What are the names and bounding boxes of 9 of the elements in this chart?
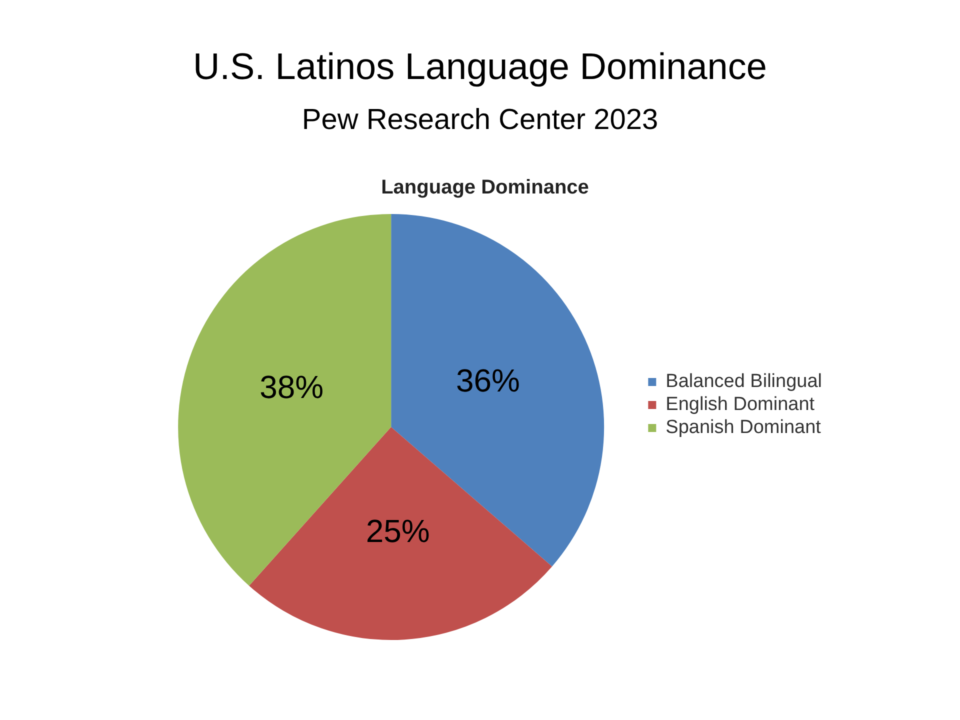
text: U.S. Latinos Language Dominance [192,46,768,88]
chart-title: Language Dominance [381,176,589,199]
legend-label: Balanced Bilingual [666,371,822,392]
legend-label: English Dominant [666,394,816,416]
data-label: 38% [260,368,324,405]
text: Pew Research Center 2023 [300,104,660,137]
legend-label: Spanish Dominant [666,417,822,438]
data-label: 36% [456,362,520,399]
data-label: 25% [366,513,430,550]
